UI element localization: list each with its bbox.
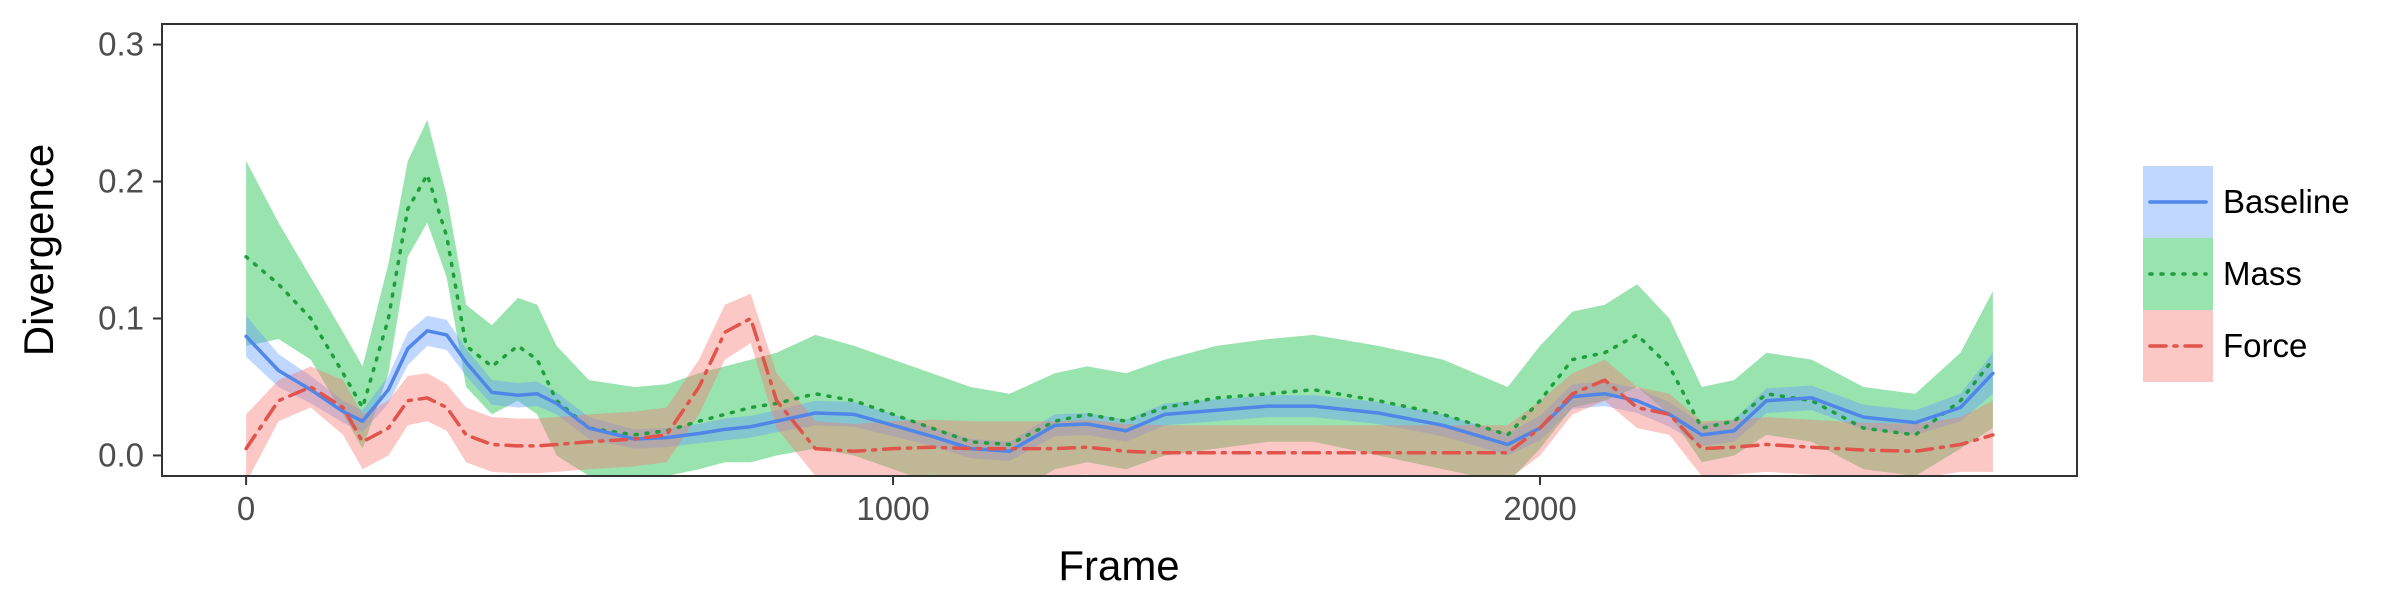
plot-panel — [162, 24, 2077, 476]
legend-label: Mass — [2223, 255, 2302, 292]
band-force — [246, 293, 1993, 476]
x-tick-label: 0 — [237, 490, 255, 527]
plot-border — [161, 23, 2078, 477]
band-mass — [246, 119, 1993, 476]
line-force — [244, 316, 1995, 455]
y-tick-label: 0.0 — [98, 436, 144, 473]
legend-label: Baseline — [2223, 183, 2350, 220]
legend-item-force: Force — [2143, 310, 2307, 382]
legend-key — [2143, 238, 2213, 310]
y-axis-title: Divergence — [15, 144, 62, 356]
x-tick-label: 1000 — [856, 490, 929, 527]
y-tick-label: 0.2 — [98, 163, 144, 200]
legend-item-mass: Mass — [2143, 238, 2302, 310]
legend-item-baseline: Baseline — [2143, 166, 2350, 238]
confidence-bands — [246, 119, 1993, 476]
series-lines — [244, 172, 1995, 455]
x-axis-title: Frame — [1058, 542, 1179, 589]
y-axis: 0.0 0.1 0.2 0.3 — [98, 26, 162, 473]
legend-label: Force — [2223, 327, 2307, 364]
band-baseline — [246, 315, 1993, 461]
line-mass — [244, 172, 1995, 447]
x-axis: 0 1000 2000 — [237, 476, 1577, 527]
legend: Baseline Mass Force — [2143, 166, 2350, 382]
y-tick-label: 0.1 — [98, 299, 144, 336]
y-tick-label: 0.3 — [98, 26, 144, 63]
x-tick-label: 2000 — [1503, 490, 1576, 527]
